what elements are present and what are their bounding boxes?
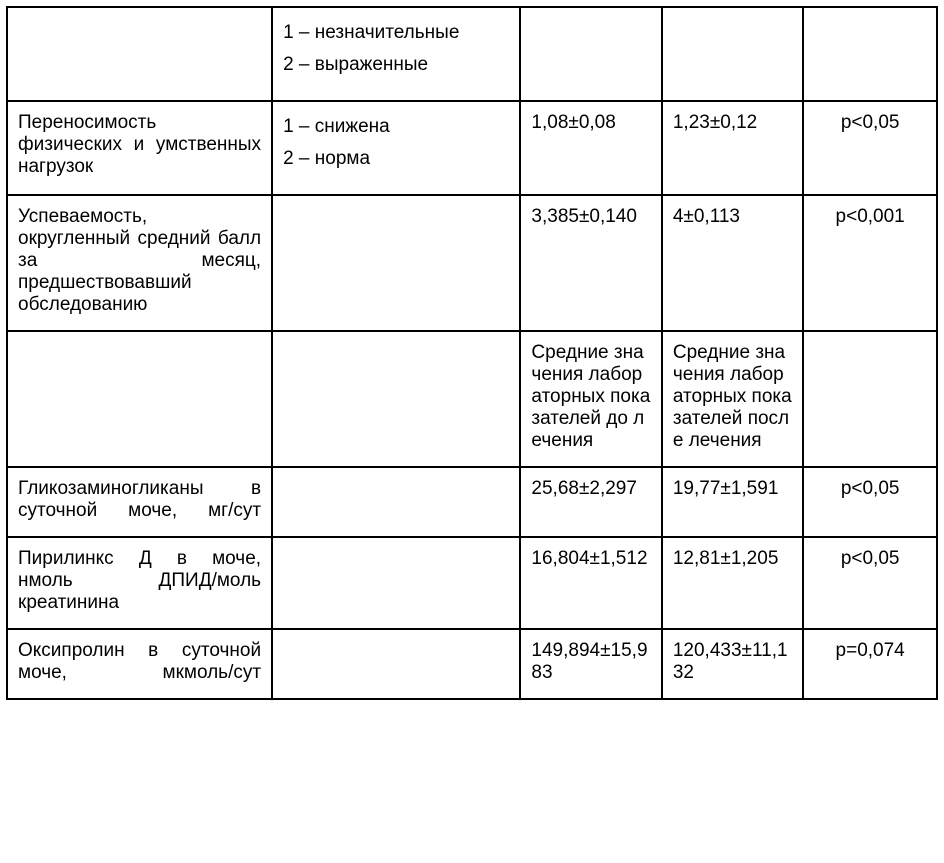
cell-before	[520, 7, 661, 101]
cell-before-header: Средние значения лабораторных показателе…	[520, 331, 661, 467]
cell-pvalue: p<0,05	[803, 537, 937, 629]
scale-item: 2 – норма	[283, 148, 509, 170]
cell-param: Переносимость физических и умственных на…	[7, 101, 272, 195]
cell-scale	[272, 331, 520, 467]
table-row: Успеваемость, округленный средний балл з…	[7, 195, 937, 331]
cell-after: 12,81±1,205	[662, 537, 803, 629]
cell-param: Успеваемость, округленный средний балл з…	[7, 195, 272, 331]
cell-after	[662, 7, 803, 101]
cell-scale	[272, 195, 520, 331]
cell-before: 149,894±15,983	[520, 629, 661, 699]
page: 1 – незначительные 2 – выраженные Перено…	[0, 0, 944, 706]
cell-after: 19,77±1,591	[662, 467, 803, 537]
cell-pvalue	[803, 331, 937, 467]
data-table: 1 – незначительные 2 – выраженные Перено…	[6, 6, 938, 700]
cell-after: 4±0,113	[662, 195, 803, 331]
table-row: Гликозаминогликаны в суточной моче, мг/с…	[7, 467, 937, 537]
cell-after: 1,23±0,12	[662, 101, 803, 195]
cell-param	[7, 7, 272, 101]
cell-param	[7, 331, 272, 467]
cell-scale	[272, 629, 520, 699]
cell-param: Оксипролин в суточной моче, мкмоль/сут	[7, 629, 272, 699]
cell-before: 1,08±0,08	[520, 101, 661, 195]
cell-scale: 1 – снижена 2 – норма	[272, 101, 520, 195]
cell-pvalue: p=0,074	[803, 629, 937, 699]
scale-item: 1 – незначительные	[283, 22, 509, 44]
cell-after: 120,433±11,132	[662, 629, 803, 699]
cell-pvalue: p<0,05	[803, 467, 937, 537]
cell-scale	[272, 537, 520, 629]
cell-scale: 1 – незначительные 2 – выраженные	[272, 7, 520, 101]
cell-param: Гликозаминогликаны в суточной моче, мг/с…	[7, 467, 272, 537]
scale-item: 1 – снижена	[283, 116, 509, 138]
table-row: Пирилинкс Д в моче, нмоль ДПИД/моль креа…	[7, 537, 937, 629]
cell-pvalue	[803, 7, 937, 101]
table-row: Переносимость физических и умственных на…	[7, 101, 937, 195]
table-row: Оксипролин в суточной моче, мкмоль/сут 1…	[7, 629, 937, 699]
scale-item: 2 – выраженные	[283, 54, 509, 76]
cell-pvalue: p<0,05	[803, 101, 937, 195]
cell-scale	[272, 467, 520, 537]
cell-pvalue: p<0,001	[803, 195, 937, 331]
table-row: 1 – незначительные 2 – выраженные	[7, 7, 937, 101]
cell-before: 3,385±0,140	[520, 195, 661, 331]
cell-before: 16,804±1,512	[520, 537, 661, 629]
table-row: Средние значения лабораторных показателе…	[7, 331, 937, 467]
cell-param: Пирилинкс Д в моче, нмоль ДПИД/моль креа…	[7, 537, 272, 629]
cell-after-header: Средние значения лабораторных показателе…	[662, 331, 803, 467]
cell-before: 25,68±2,297	[520, 467, 661, 537]
